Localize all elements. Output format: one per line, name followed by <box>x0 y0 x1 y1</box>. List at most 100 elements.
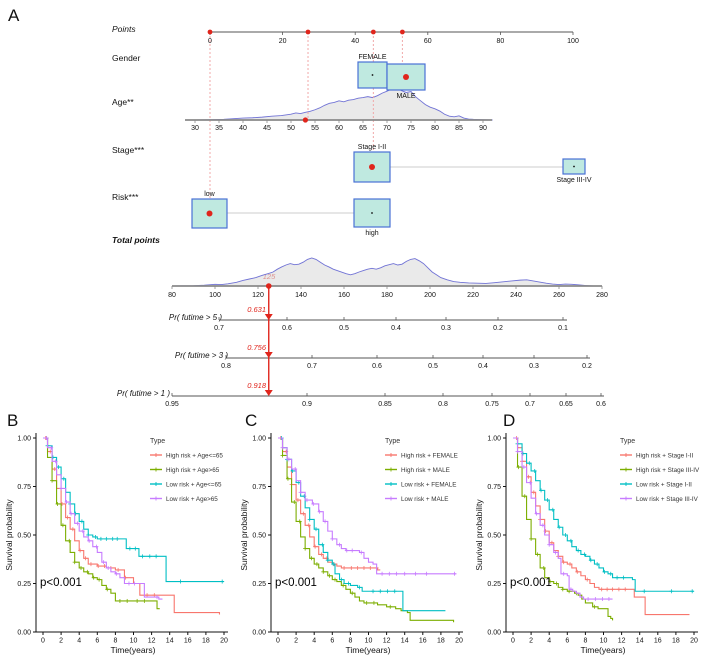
legend-title: Type <box>150 438 165 445</box>
legend-item-label: High risk + Age<=65 <box>166 452 223 459</box>
x-tick-label: 0 <box>511 638 515 645</box>
age-axis-tick-label: 65 <box>359 125 367 132</box>
gender-female-box-label: FEMALE <box>358 54 386 61</box>
x-tick-label: 16 <box>654 638 662 645</box>
x-tick-label: 6 <box>95 638 99 645</box>
pr1-axis-tick-label: 0.9 <box>302 401 312 408</box>
x-tick-label: 10 <box>365 638 373 645</box>
pr5-axis-tick-label: 0.2 <box>493 325 503 332</box>
risk-low-box-selected-dot <box>206 210 213 217</box>
x-tick-label: 2 <box>529 638 533 645</box>
row-label-stage: Stage*** <box>112 145 145 155</box>
km-plot-c: 0.00 0.25 0.50 0.75 1.00 0 2 4 6 8 10 12 14 16 18 20 Typ… <box>252 433 463 645</box>
y-tick-label: 0.25 <box>252 581 266 588</box>
x-tick-label: 0 <box>276 638 280 645</box>
y-tick-label: 1.00 <box>17 436 31 443</box>
y-tick-label: 0.25 <box>17 581 31 588</box>
x-tick-label: 8 <box>583 638 587 645</box>
x-tick-label: 4 <box>547 638 551 645</box>
survival-curve <box>513 437 613 600</box>
total-axis-tick-label: 280 <box>596 292 608 299</box>
legend-title: Type <box>385 438 400 445</box>
x-tick-label: 14 <box>636 638 644 645</box>
stage-3-4-box-label: Stage III-IV <box>556 177 591 184</box>
x-tick-label: 14 <box>166 638 174 645</box>
y-tick-label: 0.50 <box>487 533 501 540</box>
row-label-risk: Risk*** <box>112 192 139 202</box>
x-tick-label: 12 <box>383 638 391 645</box>
survival-curve <box>278 437 455 623</box>
legend-item-label: Low risk + MALE <box>401 496 448 503</box>
age-axis-marker <box>302 117 308 123</box>
points-axis-tick-label: 60 <box>424 38 432 45</box>
total-axis-tick-label: 80 <box>168 292 176 299</box>
legend-item-label: Low risk + Stage I-II <box>636 481 692 488</box>
points-axis-marker <box>207 29 213 35</box>
total-axis-tick-label: 100 <box>209 292 221 299</box>
x-axis-title: Time(years) <box>110 645 156 655</box>
legend-item-label: High risk + FEMALE <box>401 452 458 459</box>
pr5-axis-tick-label: 0.4 <box>391 325 401 332</box>
nomogram-canvas: 0 20 40 60 80 100 30 35 40 45 50 55 60 65 70 75 80 85 90 80… <box>165 29 608 408</box>
pr1-axis-tick-label: 0.85 <box>378 401 392 408</box>
pr5-marker-value: 0.631 <box>247 305 266 314</box>
pr1-axis-tick-label: 0.8 <box>438 401 448 408</box>
y-tick-label: 0.50 <box>17 533 31 540</box>
points-axis-tick-label: 40 <box>351 38 359 45</box>
age-density-fill <box>195 88 493 120</box>
x-axis-title: Time(years) <box>580 645 626 655</box>
x-tick-label: 12 <box>148 638 156 645</box>
age-axis-tick-label: 35 <box>215 125 223 132</box>
y-tick-label: 0.50 <box>252 533 266 540</box>
risk-high-box-label: high <box>365 230 378 237</box>
legend-item-label: Low risk + Stage III-IV <box>636 496 699 503</box>
x-tick-label: 8 <box>113 638 117 645</box>
points-axis-tick-label: 100 <box>567 38 579 45</box>
x-axis-title: Time(years) <box>345 645 391 655</box>
pr5-axis-tick-label: 0.1 <box>558 325 568 332</box>
legend-item-label: High risk + Stage III-IV <box>636 467 700 474</box>
x-tick-label: 4 <box>312 638 316 645</box>
row-label-points: Points <box>112 24 136 34</box>
pr3-axis-tick-label: 0.4 <box>478 363 488 370</box>
legend-item-label: Low risk + Age>65 <box>166 496 218 503</box>
x-tick-label: 2 <box>294 638 298 645</box>
p-value: p<0.001 <box>275 577 317 589</box>
km-plot-d: 0.00 0.25 0.50 0.75 1.00 0 2 4 6 8 10 12 14 16 18 20 Typ… <box>487 433 700 645</box>
pr1-axis-tick-label: 0.95 <box>165 401 179 408</box>
x-tick-label: 18 <box>672 638 680 645</box>
x-tick-label: 18 <box>437 638 445 645</box>
x-tick-label: 4 <box>77 638 81 645</box>
total-axis-tick-label: 120 <box>252 292 264 299</box>
age-axis-tick-label: 70 <box>383 125 391 132</box>
y-tick-label: 0.00 <box>487 630 501 637</box>
age-axis-tick-label: 45 <box>263 125 271 132</box>
stage-1-2-box-label: Stage I-II <box>358 144 386 151</box>
points-axis-tick-label: 80 <box>497 38 505 45</box>
x-tick-label: 10 <box>130 638 138 645</box>
y-tick-label: 1.00 <box>487 436 501 443</box>
x-tick-label: 8 <box>348 638 352 645</box>
gender-male-box-label: MALE <box>396 93 415 100</box>
total-axis-tick-label: 140 <box>295 292 307 299</box>
projection-arrowhead <box>264 314 273 320</box>
x-tick-label: 14 <box>401 638 409 645</box>
y-axis-title: Survival probability <box>474 499 484 571</box>
panel-b: 0.00 0.25 0.50 0.75 1.00 0 2 4 6 8 10 12 14 16 18 20 Typ… <box>0 405 235 659</box>
pr1-marker-value: 0.918 <box>247 381 266 390</box>
row-label-total-points: Total points <box>112 235 160 245</box>
x-tick-label: 20 <box>690 638 698 645</box>
pr3-marker-value: 0.756 <box>247 343 266 352</box>
total-axis-tick-label: 180 <box>381 292 393 299</box>
total-axis-tick-label: 260 <box>553 292 565 299</box>
pr1-axis-tick-label: 0.7 <box>525 401 535 408</box>
points-axis-marker <box>370 29 376 35</box>
y-tick-label: 1.00 <box>252 436 266 443</box>
total-axis-tick-label: 220 <box>467 292 479 299</box>
legend-item-label: Low risk + FEMALE <box>401 481 456 488</box>
total-axis-tick-label: 240 <box>510 292 522 299</box>
y-tick-label: 0.75 <box>17 484 31 491</box>
row-label-age: Age** <box>112 97 134 107</box>
y-tick-label: 0.75 <box>487 484 501 491</box>
legend-item-label: Low risk + Age<=65 <box>166 481 222 488</box>
